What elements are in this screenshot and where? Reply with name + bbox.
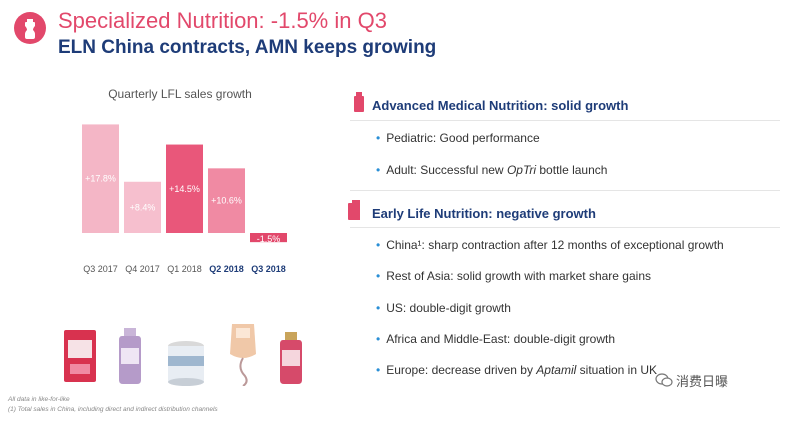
x-tick-label: Q3 2018 [251, 264, 286, 274]
bar-q3-2017 [82, 124, 119, 233]
fortimel-bottle-icon [119, 328, 141, 384]
bar-q1-2018 [166, 144, 203, 233]
footnotes: All data in like-for-like (1) Total sale… [8, 395, 218, 415]
bar-q2-2018 [208, 168, 245, 233]
data-label: +8.4% [130, 202, 156, 212]
formula-box-icon [348, 200, 360, 220]
wechat-icon [655, 373, 673, 387]
watermark-text: 消费日曝 [676, 374, 729, 389]
page-title: Specialized Nutrition: -1.5% in Q3 [58, 8, 387, 33]
product-images [58, 318, 308, 386]
baby-bottle-logo-icon [14, 12, 46, 44]
footnote-1: All data in like-for-like [8, 396, 70, 403]
eln-bullet-5: • Europe: decrease driven by Aptamil situ… [376, 363, 658, 377]
amn-bullet-1: • Pediatric: Good performance [376, 131, 540, 145]
eln-bullet-1: • China¹: sharp contraction after 12 mont… [376, 238, 724, 252]
data-label: +14.5% [169, 184, 200, 194]
medical-bottle-icon [354, 92, 364, 112]
eln-divider [350, 227, 780, 228]
chart-title: Quarterly LFL sales growth [102, 87, 258, 101]
eln-bullet-4: • Africa and Middle-East: double-digit gr… [376, 332, 615, 346]
amn-divider [350, 120, 780, 121]
infant-formula-box-icon [64, 330, 96, 382]
chart-title-wrap: Quarterly LFL sales growth [60, 87, 300, 101]
x-tick-label: Q2 2018 [209, 264, 244, 274]
x-tick-label: Q3 2017 [83, 264, 118, 274]
bar-q3-2018 [250, 233, 287, 243]
x-tick-label: Q1 2018 [167, 264, 202, 274]
amn-section-title: Advanced Medical Nutrition: solid growth [372, 98, 629, 113]
data-label: -1.5% [257, 234, 281, 244]
eln-bullet-3: • US: double-digit growth [376, 301, 511, 315]
page-subtitle: ELN China contracts, AMN keeps growing [58, 37, 437, 58]
eln-bullet-2: • Rest of Asia: solid growth with market … [376, 269, 651, 283]
amn-bullet-2: • Adult: Successful new OpTri bottle laun… [376, 163, 608, 177]
data-label: +10.6% [211, 196, 242, 206]
nutricia-tin-icon [168, 341, 204, 386]
data-label: +17.8% [85, 174, 116, 184]
amn-bottom-divider [350, 190, 780, 191]
nutrition-bottle-icon [280, 332, 302, 384]
sales-growth-chart: +17.8% Q3 2017 +8.4% Q4 2017 +14.5% Q1 2018 +1… [82, 124, 287, 274]
eln-section-title: Early Life Nutrition: negative growth [372, 206, 596, 221]
bar-q4-2017 [124, 181, 161, 233]
enteral-feeding-bag-icon [230, 324, 256, 386]
footnote-2: (1) Total sales in China, including dire… [8, 406, 218, 413]
x-tick-label: Q4 2017 [125, 264, 160, 274]
